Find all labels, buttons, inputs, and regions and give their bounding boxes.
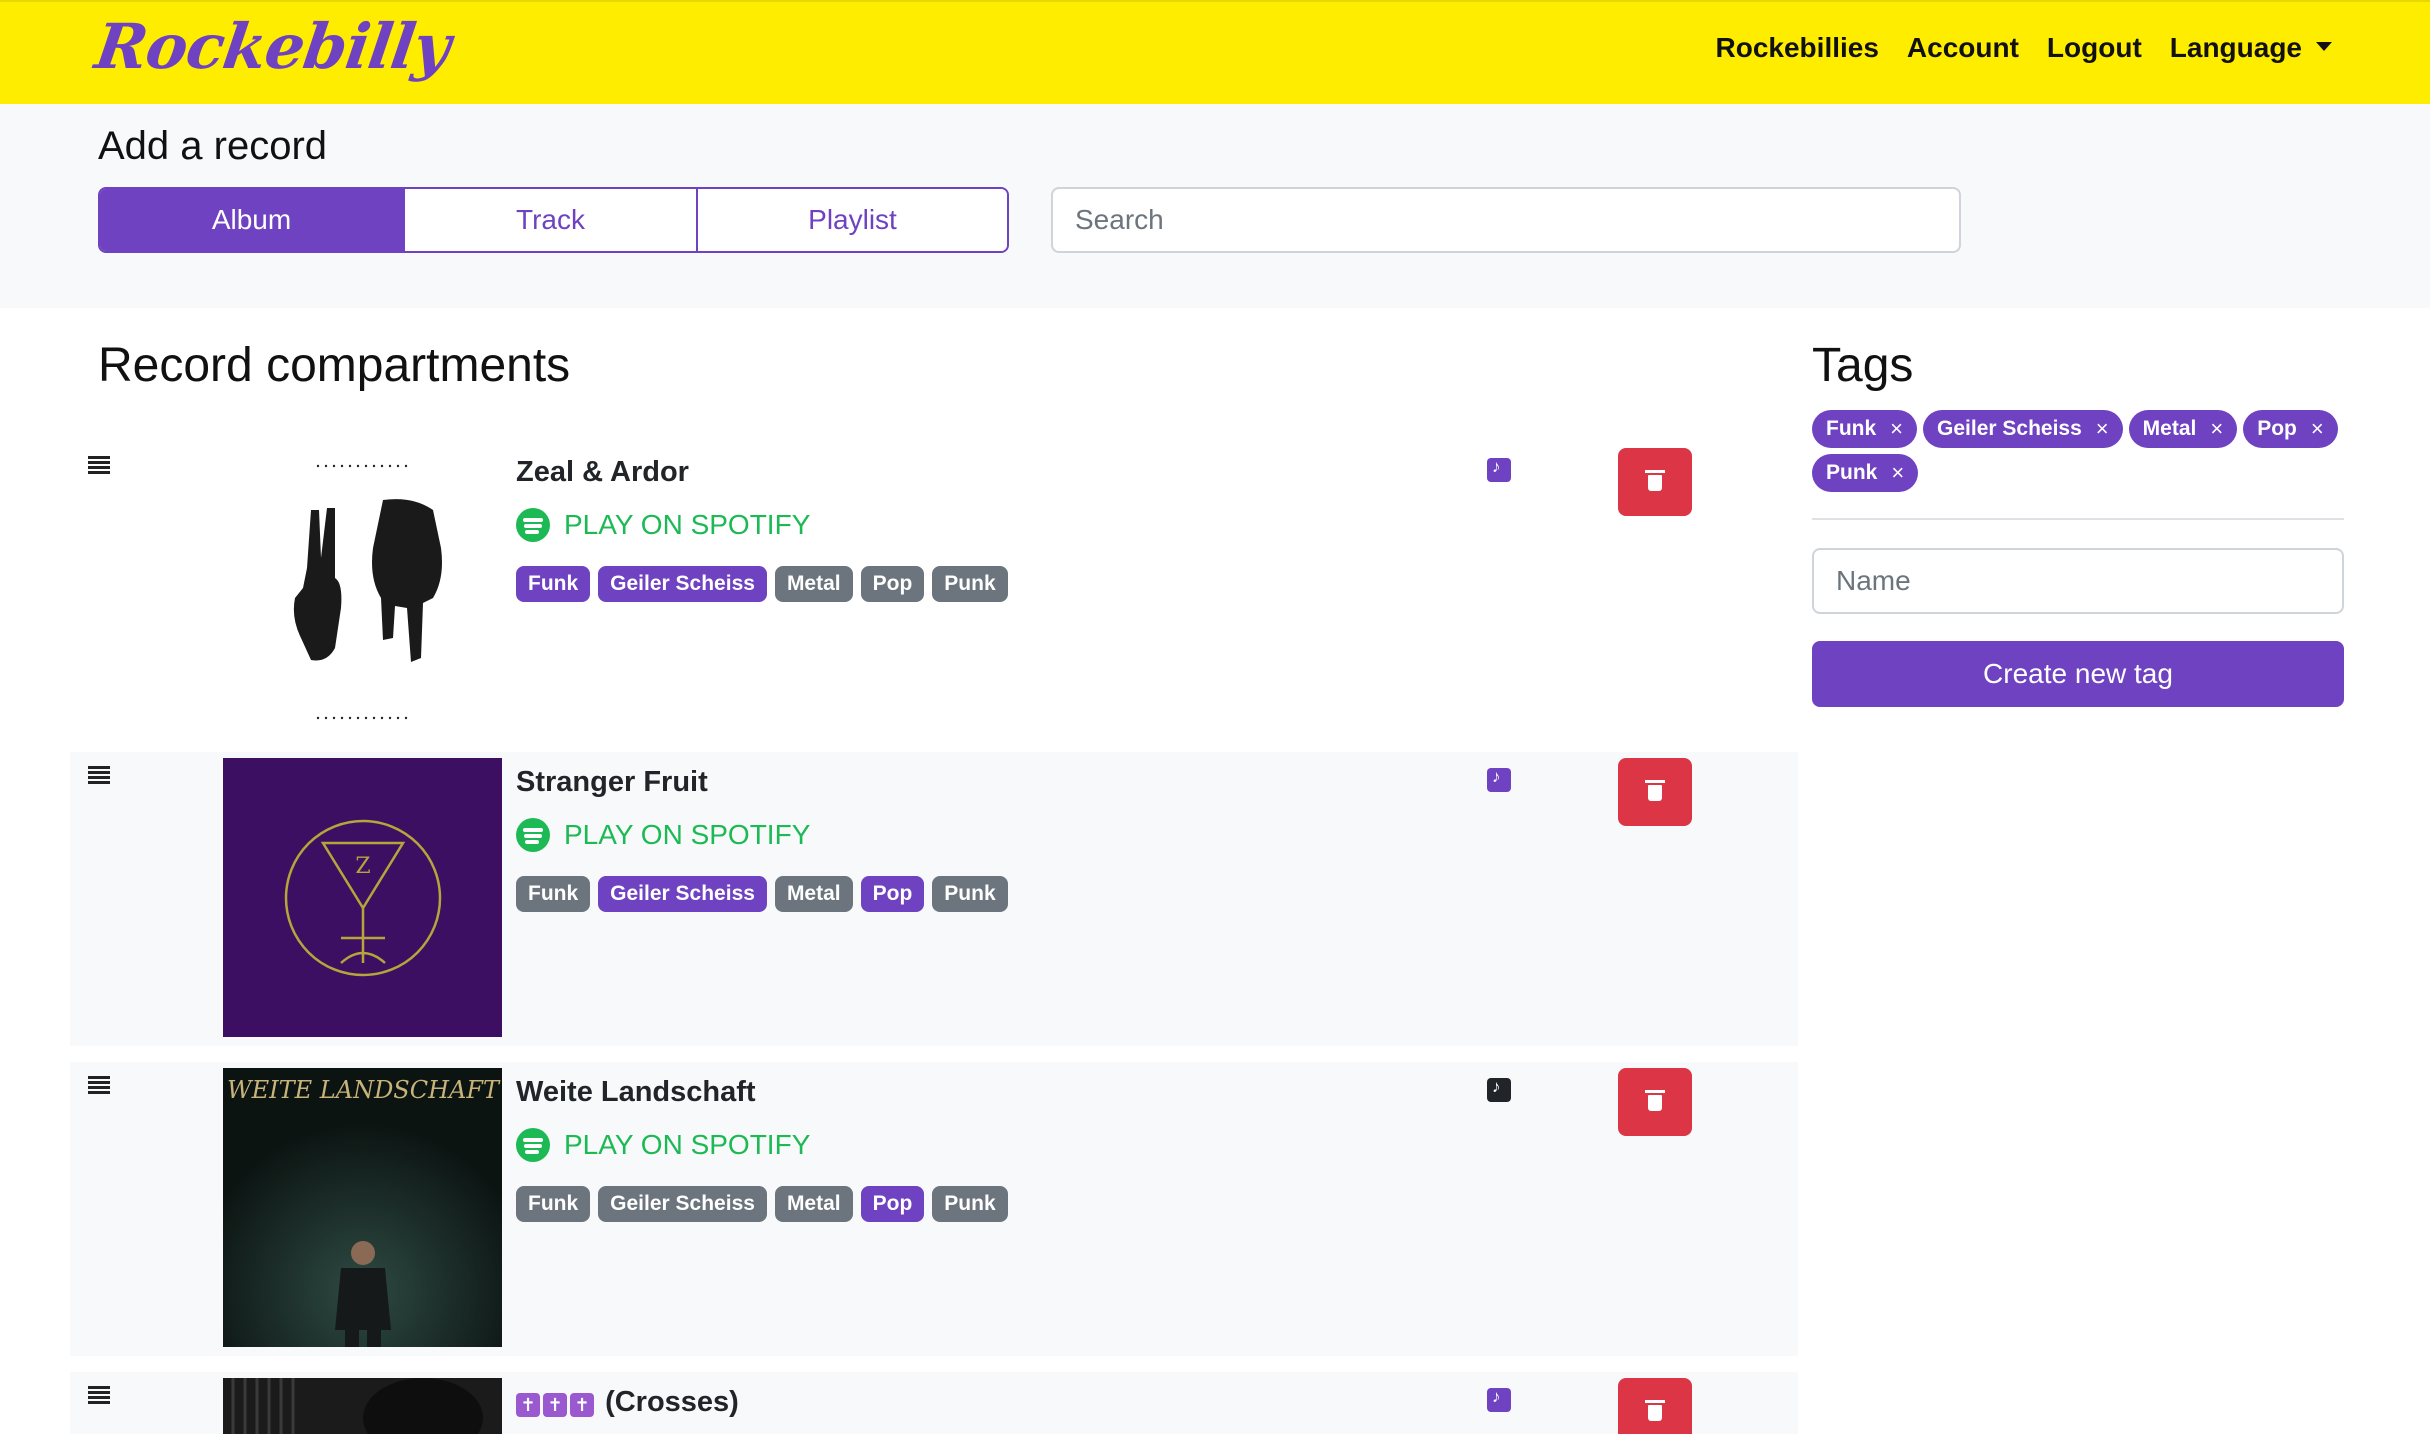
cross-emoji: ✝ xyxy=(570,1393,594,1417)
tag-label: Geiler Scheiss xyxy=(1937,417,2082,440)
tags-heading: Tags xyxy=(1812,339,1914,392)
nav-links: Rockebillies Account Logout Language xyxy=(1716,32,2332,64)
play-on-spotify-link[interactable]: PLAY ON SPOTIFY xyxy=(516,508,810,542)
nav-link-logout[interactable]: Logout xyxy=(2046,32,2142,63)
tag-pill-metal: Metal × xyxy=(2128,410,2238,448)
delete-button[interactable] xyxy=(1618,1378,1692,1434)
language-dropdown[interactable]: Language xyxy=(2170,32,2332,64)
tag-badge-geiler-scheiss[interactable]: Geiler Scheiss xyxy=(598,566,767,602)
tag-label: Metal xyxy=(2142,417,2197,440)
tag-label: Funk xyxy=(1826,417,1877,440)
play-on-spotify-link[interactable]: PLAY ON SPOTIFY xyxy=(516,1128,810,1162)
record-title: ✝ ✝ ✝ (Crosses) xyxy=(516,1386,739,1419)
caret-down-icon xyxy=(2316,42,2332,52)
add-record-section: Add a record Album Track Playlist xyxy=(0,104,2430,308)
playlist-icon xyxy=(1487,1387,1511,1412)
tag-badge-geiler-scheiss[interactable]: Geiler Scheiss xyxy=(598,1186,767,1222)
close-icon[interactable]: × xyxy=(1891,460,1905,485)
close-icon[interactable]: × xyxy=(1890,416,1904,441)
close-icon[interactable]: × xyxy=(2210,416,2224,441)
track-icon xyxy=(1487,1077,1511,1102)
album-cover: Z xyxy=(223,758,502,1037)
record-title: Stranger Fruit xyxy=(516,766,708,798)
record-row: ✝ ✝ ✝ (Crosses) xyxy=(70,1372,1798,1434)
tag-badge-pop[interactable]: Pop xyxy=(860,876,925,912)
tag-pill-punk: Punk × xyxy=(1812,454,1919,492)
record-title: Zeal & Ardor xyxy=(516,456,689,488)
close-icon[interactable]: × xyxy=(2095,416,2109,441)
play-on-spotify-link[interactable]: PLAY ON SPOTIFY xyxy=(516,818,810,852)
tag-badge-pop[interactable]: Pop xyxy=(860,566,925,602)
tag-label: Punk xyxy=(1826,461,1878,484)
tag-badge-metal[interactable]: Metal xyxy=(774,876,853,912)
record-row: WEITE LANDSCHAFT Weite Landschaft PLAY O… xyxy=(70,1062,1798,1356)
tag-badge-funk[interactable]: Funk xyxy=(516,566,591,602)
tag-name-input[interactable] xyxy=(1812,548,2344,614)
drag-handle-icon[interactable] xyxy=(88,456,110,474)
spotify-icon xyxy=(516,508,550,542)
drag-handle-icon[interactable] xyxy=(88,1386,110,1404)
trash-icon xyxy=(1645,1090,1665,1093)
playlist-icon xyxy=(1487,767,1511,792)
cross-emoji: ✝ xyxy=(543,1393,567,1417)
record-tags: Funk Geiler Scheiss Metal Pop Punk xyxy=(516,876,1008,912)
tag-badge-pop[interactable]: Pop xyxy=(860,1186,925,1222)
tag-badge-funk[interactable]: Funk xyxy=(516,876,591,912)
record-tags: Funk Geiler Scheiss Metal Pop Punk xyxy=(516,1186,1008,1222)
album-cover xyxy=(223,448,502,727)
spotify-label: PLAY ON SPOTIFY xyxy=(564,1129,811,1160)
drag-handle-icon[interactable] xyxy=(88,766,110,784)
trash-icon xyxy=(1645,470,1665,473)
album-cover: WEITE LANDSCHAFT xyxy=(223,1068,502,1347)
nav-link-account[interactable]: Account xyxy=(1906,32,2019,63)
tag-pill-pop: Pop × xyxy=(2243,410,2338,448)
spotify-icon xyxy=(516,818,550,852)
language-label: Language xyxy=(2169,32,2302,63)
divider xyxy=(1812,518,2344,520)
spotify-icon xyxy=(516,1128,550,1162)
delete-button[interactable] xyxy=(1618,1068,1692,1136)
playlist-icon xyxy=(1487,457,1511,482)
tag-pill-funk: Funk × xyxy=(1812,410,1918,448)
svg-text:Z: Z xyxy=(355,854,370,879)
search-input[interactable] xyxy=(1051,187,1961,253)
record-tags: Funk Geiler Scheiss Metal Pop Punk xyxy=(516,566,1008,602)
cross-emoji: ✝ xyxy=(516,1393,540,1417)
tag-list: Funk × Geiler Scheiss × Metal × Pop × Punk × xyxy=(1812,410,2352,492)
delete-button[interactable] xyxy=(1618,448,1692,516)
trash-icon xyxy=(1645,780,1665,783)
trash-icon xyxy=(1645,1400,1665,1403)
tag-badge-geiler-scheiss[interactable]: Geiler Scheiss xyxy=(598,876,767,912)
tab-playlist[interactable]: Playlist xyxy=(696,189,1007,251)
add-record-heading: Add a record xyxy=(98,124,328,168)
tag-badge-funk[interactable]: Funk xyxy=(516,1186,591,1222)
tab-track[interactable]: Track xyxy=(403,189,696,251)
tag-badge-punk[interactable]: Punk xyxy=(932,876,1008,912)
delete-button[interactable] xyxy=(1618,758,1692,826)
tag-badge-punk[interactable]: Punk xyxy=(932,1186,1008,1222)
record-row: Z Stranger Fruit PLAY ON SPOTIFY Funk Ge… xyxy=(70,752,1798,1046)
tag-badge-metal[interactable]: Metal xyxy=(774,566,853,602)
spotify-label: PLAY ON SPOTIFY xyxy=(564,509,811,540)
brand-logo[interactable]: Rockebilly xyxy=(90,10,455,83)
navbar: Rockebilly Rockebillies Account Logout L… xyxy=(0,0,2430,104)
record-title: Weite Landschaft xyxy=(516,1076,756,1108)
create-tag-button[interactable]: Create new tag xyxy=(1812,641,2344,707)
compartments-heading: Record compartments xyxy=(98,339,571,392)
album-cover xyxy=(223,1378,502,1434)
tab-album[interactable]: Album xyxy=(100,189,403,251)
tag-pill-geiler-scheiss: Geiler Scheiss × xyxy=(1923,410,2123,448)
spotify-label: PLAY ON SPOTIFY xyxy=(564,819,811,850)
record-title-text: (Crosses) xyxy=(605,1386,739,1418)
tag-badge-metal[interactable]: Metal xyxy=(774,1186,853,1222)
record-row: Zeal & Ardor PLAY ON SPOTIFY Funk Geiler… xyxy=(70,442,1798,736)
nav-link-rockebillies[interactable]: Rockebillies xyxy=(1715,32,1879,63)
tag-label: Pop xyxy=(2257,417,2297,440)
record-type-toggle: Album Track Playlist xyxy=(98,187,1009,253)
cover-text: WEITE LANDSCHAFT xyxy=(227,1076,501,1104)
drag-handle-icon[interactable] xyxy=(88,1076,110,1094)
tag-badge-punk[interactable]: Punk xyxy=(932,566,1008,602)
close-icon[interactable]: × xyxy=(2310,416,2324,441)
